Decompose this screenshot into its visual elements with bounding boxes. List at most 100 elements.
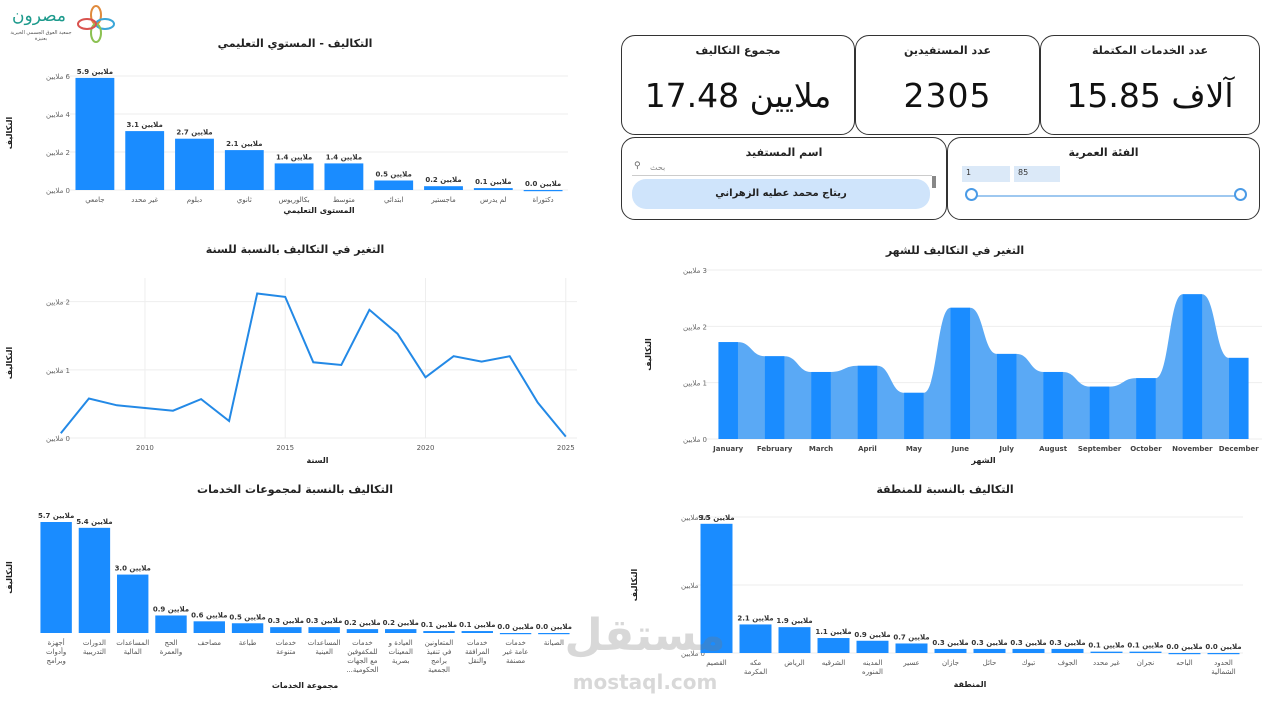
bar (996, 353, 1017, 439)
data-label: ملايين 0.3 (1010, 639, 1046, 647)
logo-flower-icon (77, 5, 115, 43)
x-tick-label: متنوعة (276, 648, 296, 656)
bar (274, 163, 314, 190)
month-area-chart: 0 ملايين 1 ملايين 2 ملايين 3 ملايين January F… (644, 267, 1262, 465)
age-slider-min-handle[interactable] (965, 188, 978, 201)
kpi-card-completed-services: عدد الخدمات المكتملة آلاف 15.85 (1040, 35, 1260, 135)
bar (346, 629, 379, 633)
data-label: ملايين 3.0 (115, 565, 151, 573)
x-tick-label: المنوره (862, 668, 883, 676)
y-tick-label: 0 ملايين (46, 435, 70, 443)
kpi-title: عدد الخدمات المكتملة (1091, 44, 1209, 57)
bar (324, 163, 364, 190)
x-tick-label: نجران (1137, 659, 1154, 667)
bar (895, 643, 928, 653)
bar (40, 522, 72, 633)
x-tick-label: التدريبية (83, 648, 106, 656)
data-label: ملايين 9.5 (698, 514, 734, 522)
x-tick-label: طباعة (239, 639, 257, 647)
y-tick-label: 4 ملايين (46, 111, 71, 119)
region-chart-title: التكاليف بالنسبة للمنطقة (876, 483, 1014, 496)
kpi-title: مجموع التكاليف (695, 44, 781, 57)
y-axis-label: التكاليف (5, 561, 14, 594)
x-tick-label: July (998, 445, 1014, 453)
x-tick-label: الجمعية (428, 666, 450, 674)
bar (1129, 651, 1162, 653)
x-tick-label: غير محدد (1093, 659, 1120, 667)
x-tick-label: الدورات (83, 639, 106, 647)
x-tick-label: مصاحف (198, 639, 222, 647)
bar (193, 621, 225, 633)
x-tick-label: 2010 (136, 444, 154, 452)
x-tick-label: جامعي (85, 196, 104, 204)
age-max-input[interactable]: 85 (1014, 166, 1060, 182)
data-label: ملايين 0.0 (525, 180, 561, 188)
bar (778, 627, 811, 653)
y-tick-label: 0 ملايين (683, 436, 707, 444)
bar (700, 523, 733, 653)
x-tick-label: الشمالية (1211, 668, 1236, 676)
x-tick-label: تبوك (1022, 659, 1035, 667)
organization-logo: مصرون جمعية العوق الجسمي الخيرية بعنيزة (10, 4, 120, 50)
data-label: ملايين 0.5 (376, 171, 412, 179)
slicer-title: الفئة العمرية (1068, 146, 1139, 159)
bar (499, 633, 532, 635)
scrollbar[interactable] (932, 176, 936, 188)
bar (1207, 653, 1240, 655)
slicer-title: اسم المستفيد (745, 146, 823, 159)
x-tick-label: المالية (124, 648, 142, 656)
x-axis-label: مجموعة الخدمات (272, 681, 338, 690)
bar (224, 150, 264, 190)
y-axis-label: التكاليف (630, 569, 639, 602)
y-axis-label: التكاليف (644, 338, 653, 371)
data-label: ملايين 0.1 (1127, 642, 1163, 650)
age-slider-max-handle[interactable] (1234, 188, 1247, 201)
x-tick-label: ماجستير (430, 196, 456, 204)
age-min-input[interactable]: 1 (962, 166, 1010, 182)
bar (718, 342, 738, 439)
age-slider-track (972, 195, 1242, 197)
x-tick-label: متوسط (333, 196, 355, 204)
y-tick-label: 0 ملايين (681, 650, 705, 658)
data-label: ملايين 0.3 (971, 639, 1007, 647)
y-tick-label: 1 ملايين (46, 367, 70, 375)
data-label: ملايين 0.0 (1205, 643, 1241, 651)
x-tick-label: October (1130, 445, 1162, 453)
search-placeholder: بحث (650, 163, 666, 172)
year-line-chart: 0 ملايين 1 ملايين 2 ملايين 2010 2015 2020 2025… (5, 278, 577, 465)
x-tick-label: March (809, 445, 833, 453)
bar (523, 190, 563, 192)
bar (1012, 648, 1045, 653)
logo-subtext: جمعية العوق الجسمي الخيرية بعنيزة (10, 30, 72, 42)
bar (739, 624, 772, 653)
data-label: ملايين 0.2 (344, 619, 380, 627)
data-label: ملايين 0.3 (268, 617, 304, 625)
x-tick-label: المرافقة (465, 648, 490, 656)
bar (538, 633, 570, 635)
data-label: ملايين 1.4 (326, 153, 362, 161)
bar (473, 188, 513, 190)
data-label: ملايين 0.1 (459, 621, 495, 629)
bar (817, 638, 850, 653)
search-input[interactable]: ⚲ بحث (632, 161, 932, 176)
bar (973, 648, 1006, 653)
data-label: ملايين 0.7 (893, 633, 929, 641)
x-tick-label: 2015 (276, 444, 294, 452)
data-label: ملايين 0.3 (932, 639, 968, 647)
y-tick-label: 2 ملايين (46, 299, 70, 307)
bar (125, 131, 165, 190)
kpi-title: عدد المستفيدين (903, 44, 992, 57)
bar (856, 640, 889, 653)
x-tick-label: المتعاونين (425, 639, 454, 647)
age-group-slicer: الفئة العمرية 1 85 (947, 137, 1260, 220)
beneficiary-list-item-selected[interactable]: ريتاج محمد عطيه الزهراني (632, 179, 930, 209)
data-label: ملايين 0.2 (425, 176, 461, 184)
x-tick-label: الجوف (1058, 659, 1078, 667)
kpi-value: 2305 (903, 76, 992, 115)
bar (424, 186, 463, 190)
x-tick-label: العيادة و (388, 639, 413, 647)
x-axis-label: الشهر (970, 456, 995, 465)
y-axis-label: التكاليف (5, 117, 14, 150)
bar (461, 631, 493, 633)
series-line (60, 292, 567, 438)
